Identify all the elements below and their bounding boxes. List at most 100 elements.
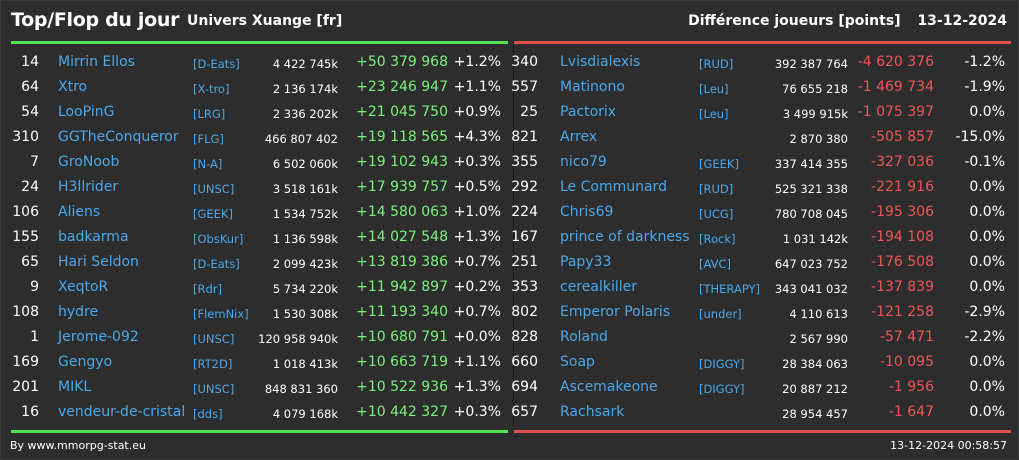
player-guild[interactable]: [FlemNix] [193,307,249,321]
player-name[interactable]: Arrex [560,129,598,145]
player-guild[interactable]: [D-Eats] [193,257,240,271]
player-guild[interactable]: [ObsKur] [193,232,244,246]
player-row: 353 cerealkiller [THERAPY] 343 041 032 -137 … [511,276,1011,301]
player-guild[interactable]: [Leu] [699,107,729,121]
player-guild[interactable]: [Leu] [699,82,729,96]
player-row: 108 hydre [FlemNix] 1 530 308k +11 193 340 +0… [11,301,508,326]
player-diff: +13 819 386 [356,254,448,270]
player-diff: -195 306 [871,204,934,220]
player-points: 2 567 990 [789,332,848,346]
player-diff: +14 027 548 [356,229,448,245]
player-guild[interactable]: [dds] [193,407,223,421]
player-row: 310 GGTheConqueror [FLG] 466 807 402 +19 118… [11,126,508,151]
player-diff: -1 956 [888,379,934,395]
player-guild[interactable]: [RUD] [699,57,734,71]
player-name[interactable]: Aliens [58,204,101,220]
player-guild[interactable]: [UNSC] [193,332,235,346]
player-name[interactable]: XeqtoR [58,279,109,295]
player-points: 120 958 940k [258,332,338,346]
player-guild[interactable]: [X-tro] [193,82,230,96]
player-name[interactable]: prince of darkness [560,229,690,245]
top-panel: 14 Mirrin Ellos [D-Eats] 4 422 745k +50 379 … [11,41,508,433]
player-guild[interactable]: [DIGGY] [699,382,745,396]
player-points: 76 655 218 [782,82,848,96]
player-percent: -0.1% [964,154,1005,170]
player-guild[interactable]: [UNSC] [193,182,235,196]
player-diff: +23 246 947 [356,79,448,95]
player-diff: +10 442 327 [356,404,448,420]
header-right: Différence joueurs [points] 13-12-2024 [688,13,1007,29]
player-guild[interactable]: [GEEK] [193,207,233,221]
flop-accent-bar [514,41,1011,44]
page-title: Top/Flop du jour [11,9,180,31]
player-name[interactable]: MIKL [58,379,92,395]
player-name[interactable]: Roland [560,329,608,345]
player-name[interactable]: Matinono [560,79,625,95]
player-rank: 224 [511,204,538,220]
player-name[interactable]: Emperor Polaris [560,304,671,320]
player-rank: 14 [21,54,39,70]
player-guild[interactable]: [DIGGY] [699,357,745,371]
player-rank: 340 [511,54,538,70]
player-rank: 310 [12,129,39,145]
player-rank: 821 [511,129,538,145]
player-guild[interactable]: [FLG] [193,132,224,146]
player-name[interactable]: Xtro [58,79,88,95]
player-name[interactable]: Papy33 [560,254,612,270]
player-diff: -327 036 [871,154,934,170]
player-percent: -2.9% [964,304,1005,320]
player-percent: 0.0% [969,204,1005,220]
player-guild[interactable]: [AVC] [699,257,732,271]
player-points: 4 079 168k [272,407,338,421]
player-guild[interactable]: [under] [699,307,742,321]
player-name[interactable]: Gengyo [58,354,113,370]
player-diff: +10 522 936 [356,379,448,395]
player-diff: -1 469 734 [857,79,934,95]
player-name[interactable]: badkarma [58,229,129,245]
player-name[interactable]: H3llrider [58,179,119,195]
player-percent: +1.1% [453,79,501,95]
player-name[interactable]: Ascemakeone [560,379,658,395]
player-guild[interactable]: [GEEK] [699,157,739,171]
player-name[interactable]: Hari Seldon [58,254,139,270]
player-points: 4 110 613 [789,307,848,321]
player-guild[interactable]: [Rdr] [193,282,222,296]
player-name[interactable]: cerealkiller [560,279,637,295]
player-guild[interactable]: [RT2D] [193,357,233,371]
player-guild[interactable]: [Rock] [699,232,736,246]
player-guild[interactable]: [D-Eats] [193,57,240,71]
player-guild[interactable]: [N-A] [193,157,223,171]
player-guild[interactable]: [UNSC] [193,382,235,396]
player-name[interactable]: Chris69 [560,204,614,220]
player-row: 802 Emperor Polaris [under] 4 110 613 -121 2… [511,301,1011,326]
player-name[interactable]: Pactorix [560,104,617,120]
player-name[interactable]: LooPinG [58,104,115,120]
player-guild[interactable]: [THERAPY] [699,282,761,296]
player-guild[interactable]: [UCG] [699,207,734,221]
player-points: 337 414 355 [774,157,848,171]
player-percent: +0.5% [453,179,501,195]
player-name[interactable]: hydre [58,304,99,320]
player-name[interactable]: Jerome-092 [58,329,139,345]
player-name[interactable]: vendeur-de-cristal [58,404,186,420]
player-rank: 557 [511,79,538,95]
player-percent: +1.0% [453,204,501,220]
player-row: 7 GroNoob [N-A] 6 502 060k +19 102 943 +0.3% [11,151,508,176]
player-points: 6 502 060k [272,157,338,171]
player-percent: +0.7% [453,304,501,320]
player-name[interactable]: Le Communard [560,179,667,195]
player-points: 2 336 202k [272,107,338,121]
player-diff: -176 508 [871,254,934,270]
player-guild[interactable]: [RUD] [699,182,734,196]
player-name[interactable]: GGTheConqueror [58,129,179,145]
player-guild[interactable]: [LRG] [193,107,226,121]
player-name[interactable]: Lvisdialexis [560,54,641,70]
player-diff: +17 939 757 [356,179,448,195]
player-name[interactable]: Soap [560,354,595,370]
player-diff: -194 108 [871,229,934,245]
player-name[interactable]: nico79 [560,154,607,170]
player-name[interactable]: Rachsark [560,404,625,420]
footer-credit[interactable]: By www.mmorpg-stat.eu [10,439,146,452]
player-name[interactable]: GroNoob [58,154,120,170]
player-name[interactable]: Mirrin Ellos [58,54,135,70]
